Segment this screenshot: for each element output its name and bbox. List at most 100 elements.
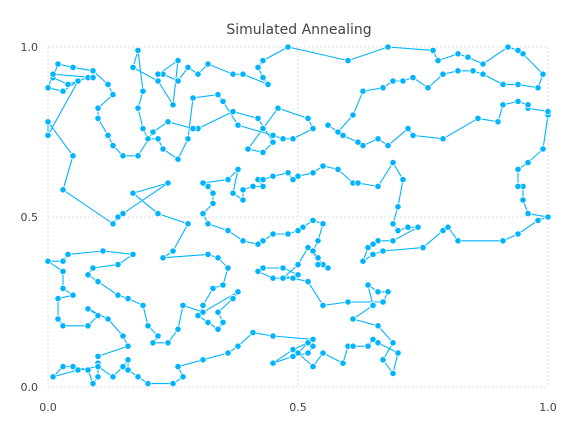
city-point (374, 237, 382, 245)
city-point (514, 165, 522, 173)
city-point (319, 301, 327, 309)
city-point (409, 131, 417, 139)
city-point (254, 114, 262, 123)
city-point (349, 315, 357, 323)
city-point (374, 339, 382, 347)
city-point (254, 63, 262, 72)
city-point (269, 359, 277, 367)
city-point (204, 220, 212, 228)
city-point (244, 145, 252, 153)
city-point (539, 70, 547, 78)
city-point (214, 91, 222, 99)
city-point (369, 240, 377, 248)
city-point (164, 339, 172, 347)
y-tick-label: 1.0 (21, 41, 39, 54)
city-point (149, 128, 157, 136)
city-point (234, 121, 242, 129)
city-point (384, 142, 392, 150)
city-point (144, 379, 152, 388)
city-point (334, 128, 342, 136)
city-point (59, 87, 67, 95)
city-point (189, 94, 197, 102)
city-point (184, 63, 192, 72)
city-point (139, 301, 147, 309)
city-point (84, 305, 92, 313)
city-point (94, 311, 102, 320)
city-point (124, 366, 132, 374)
city-point (374, 288, 382, 296)
city-point (379, 298, 387, 306)
city-point (69, 362, 77, 371)
city-point (174, 362, 182, 371)
city-point (314, 254, 322, 262)
city-point (234, 288, 242, 296)
y-tick-label: 0.5 (21, 211, 39, 224)
city-point (229, 108, 237, 116)
city-point (164, 179, 172, 187)
city-point (84, 366, 92, 374)
city-point (214, 308, 222, 316)
city-point (159, 254, 167, 262)
city-point (374, 135, 382, 143)
city-point (379, 247, 387, 255)
city-point (369, 250, 377, 258)
city-point (134, 373, 142, 381)
city-point (359, 257, 367, 265)
city-point (319, 162, 327, 170)
city-point (254, 267, 262, 275)
city-point (224, 227, 232, 235)
city-point (369, 301, 377, 309)
series-layer (44, 43, 552, 388)
city-point (94, 362, 102, 371)
city-point (524, 159, 532, 167)
city-point (259, 148, 267, 156)
city-point (394, 227, 402, 235)
city-point (94, 277, 102, 286)
city-point (104, 131, 112, 139)
city-point (259, 176, 267, 184)
city-point (474, 114, 482, 123)
city-point (339, 359, 347, 367)
city-point (49, 373, 57, 381)
city-point (269, 332, 277, 340)
city-point (89, 67, 97, 75)
city-point (309, 125, 317, 133)
city-point (59, 257, 67, 265)
city-point (384, 43, 392, 51)
city-point (394, 349, 402, 357)
x-tick-label: 1.0 (539, 401, 557, 414)
axis-tick-labels: 0.0 0.5 1.0 0.0 0.5 1.0 (21, 41, 557, 414)
city-point (124, 342, 132, 350)
city-point (209, 199, 217, 207)
city-point (259, 74, 267, 82)
city-point (379, 84, 387, 92)
city-point (144, 135, 152, 143)
city-point (94, 373, 102, 381)
city-point (354, 138, 362, 146)
city-point (194, 70, 202, 78)
city-point (279, 135, 287, 143)
city-point (319, 220, 327, 228)
city-point (514, 182, 522, 190)
city-point (99, 247, 107, 255)
city-point (389, 220, 397, 228)
city-point (354, 179, 362, 187)
city-point (89, 74, 97, 82)
city-point (134, 152, 142, 160)
city-point (469, 67, 477, 75)
city-point (464, 53, 472, 61)
city-point (214, 325, 222, 333)
city-point (224, 176, 232, 184)
city-point (59, 186, 67, 194)
city-point (309, 342, 317, 350)
city-point (289, 135, 297, 143)
city-point (229, 189, 237, 197)
city-point (234, 165, 242, 173)
city-point (259, 56, 267, 65)
y-tick-label: 0.0 (21, 381, 39, 394)
city-point (269, 138, 277, 146)
city-point (324, 121, 332, 129)
city-point (154, 70, 162, 78)
city-point (114, 213, 122, 221)
